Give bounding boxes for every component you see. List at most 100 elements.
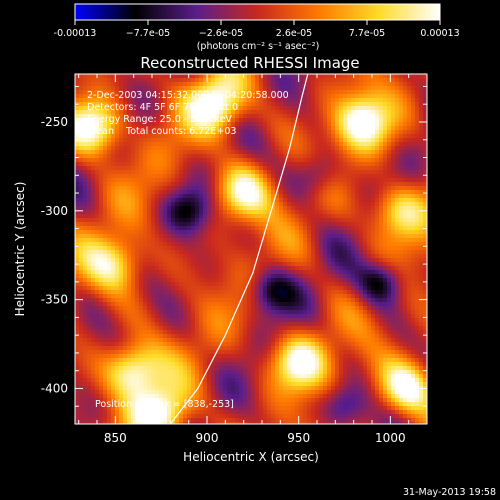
image-pixel xyxy=(143,214,147,218)
image-pixel xyxy=(343,234,347,238)
image-pixel xyxy=(419,114,423,118)
image-pixel xyxy=(307,94,311,98)
image-pixel xyxy=(323,114,327,118)
image-pixel xyxy=(123,190,127,194)
image-pixel xyxy=(191,234,195,238)
image-pixel xyxy=(123,114,127,118)
image-pixel xyxy=(167,182,171,186)
image-pixel xyxy=(223,266,227,270)
image-pixel xyxy=(367,134,371,138)
image-pixel xyxy=(331,290,335,294)
image-pixel xyxy=(415,162,419,166)
image-pixel xyxy=(147,86,151,90)
image-pixel xyxy=(75,186,79,190)
image-pixel xyxy=(95,198,99,202)
image-pixel xyxy=(115,202,119,206)
image-pixel xyxy=(203,114,207,118)
image-pixel xyxy=(283,138,287,142)
image-pixel xyxy=(271,242,275,246)
image-pixel xyxy=(291,294,295,298)
image-pixel xyxy=(375,162,379,166)
image-pixel xyxy=(295,266,299,270)
image-pixel xyxy=(343,178,347,182)
image-pixel xyxy=(127,150,131,154)
image-pixel xyxy=(307,250,311,254)
image-pixel xyxy=(371,234,375,238)
image-pixel xyxy=(107,290,111,294)
image-pixel xyxy=(271,150,275,154)
image-pixel xyxy=(83,150,87,154)
image-pixel xyxy=(287,246,291,250)
image-pixel xyxy=(331,294,335,298)
image-pixel xyxy=(115,90,119,94)
image-pixel xyxy=(179,238,183,242)
image-pixel xyxy=(371,78,375,82)
image-pixel xyxy=(119,118,123,122)
image-pixel xyxy=(151,198,155,202)
image-pixel xyxy=(87,242,91,246)
image-pixel xyxy=(267,86,271,90)
image-pixel xyxy=(347,226,351,230)
image-pixel xyxy=(83,210,87,214)
image-pixel xyxy=(363,190,367,194)
image-pixel xyxy=(235,246,239,250)
image-pixel xyxy=(335,222,339,226)
image-pixel xyxy=(99,142,103,146)
image-pixel xyxy=(111,198,115,202)
image-pixel xyxy=(303,218,307,222)
image-pixel xyxy=(279,270,283,274)
image-pixel xyxy=(179,286,183,290)
image-pixel xyxy=(415,238,419,242)
image-pixel xyxy=(383,94,387,98)
image-pixel xyxy=(219,290,223,294)
image-pixel xyxy=(119,90,123,94)
image-pixel xyxy=(259,274,263,278)
image-pixel xyxy=(355,286,359,290)
image-pixel xyxy=(343,158,347,162)
image-pixel xyxy=(283,242,287,246)
image-pixel xyxy=(107,106,111,110)
image-pixel xyxy=(271,286,275,290)
image-pixel xyxy=(319,230,323,234)
image-pixel xyxy=(111,286,115,290)
image-pixel xyxy=(243,258,247,262)
image-pixel xyxy=(339,94,343,98)
image-pixel xyxy=(195,254,199,258)
image-pixel xyxy=(327,186,331,190)
image-pixel xyxy=(255,250,259,254)
image-pixel xyxy=(323,266,327,270)
image-pixel xyxy=(151,278,155,282)
image-pixel xyxy=(123,282,127,286)
image-pixel xyxy=(167,86,171,90)
image-pixel xyxy=(147,238,151,242)
image-pixel xyxy=(195,94,199,98)
image-pixel xyxy=(363,286,367,290)
image-pixel xyxy=(219,178,223,182)
image-pixel xyxy=(327,194,331,198)
image-pixel xyxy=(383,270,387,274)
image-pixel xyxy=(371,270,375,274)
image-pixel xyxy=(335,290,339,294)
image-pixel xyxy=(267,74,271,78)
image-pixel xyxy=(115,78,119,82)
image-pixel xyxy=(327,270,331,274)
image-pixel xyxy=(339,254,343,258)
image-pixel xyxy=(271,114,275,118)
image-pixel xyxy=(199,250,203,254)
image-pixel xyxy=(359,246,363,250)
image-pixel xyxy=(171,290,175,294)
image-pixel xyxy=(271,102,275,106)
image-pixel xyxy=(79,190,83,194)
image-pixel xyxy=(411,278,415,282)
image-pixel xyxy=(423,150,427,154)
image-pixel xyxy=(255,154,259,158)
image-pixel xyxy=(359,150,363,154)
image-pixel xyxy=(175,170,179,174)
image-pixel xyxy=(367,206,371,210)
image-pixel xyxy=(195,186,199,190)
image-pixel xyxy=(299,222,303,226)
image-pixel xyxy=(191,198,195,202)
image-pixel xyxy=(299,102,303,106)
image-pixel xyxy=(83,102,87,106)
image-pixel xyxy=(303,210,307,214)
